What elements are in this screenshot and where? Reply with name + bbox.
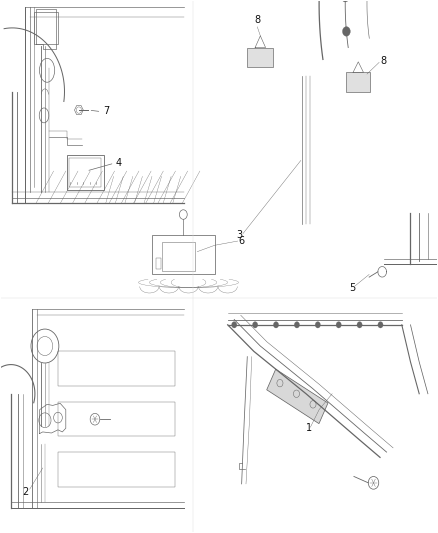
FancyBboxPatch shape [267, 369, 328, 424]
Bar [67, 155, 104, 190]
Circle shape [357, 321, 362, 328]
Text: 8: 8 [380, 56, 386, 66]
Bar [162, 241, 195, 271]
Circle shape [315, 321, 321, 328]
Circle shape [343, 27, 350, 36]
Text: 4: 4 [116, 158, 122, 167]
Text: 3: 3 [237, 230, 243, 240]
Bar [58, 351, 176, 386]
Text: 7: 7 [104, 106, 110, 116]
Circle shape [378, 321, 383, 328]
Circle shape [253, 321, 258, 328]
Bar [34, 12, 58, 44]
Bar [152, 235, 215, 274]
Bar [58, 452, 176, 487]
Text: 5: 5 [350, 282, 356, 293]
Bar [247, 47, 273, 67]
Bar [69, 158, 102, 187]
Circle shape [273, 321, 279, 328]
Circle shape [294, 321, 300, 328]
Text: 6: 6 [239, 236, 245, 246]
Bar [346, 72, 371, 92]
Circle shape [336, 321, 341, 328]
Text: 1: 1 [306, 423, 312, 433]
Text: 2: 2 [22, 487, 28, 497]
Bar [156, 258, 161, 269]
Circle shape [341, 0, 349, 2]
Bar [58, 402, 176, 436]
Text: 8: 8 [254, 15, 260, 25]
Circle shape [232, 321, 237, 328]
